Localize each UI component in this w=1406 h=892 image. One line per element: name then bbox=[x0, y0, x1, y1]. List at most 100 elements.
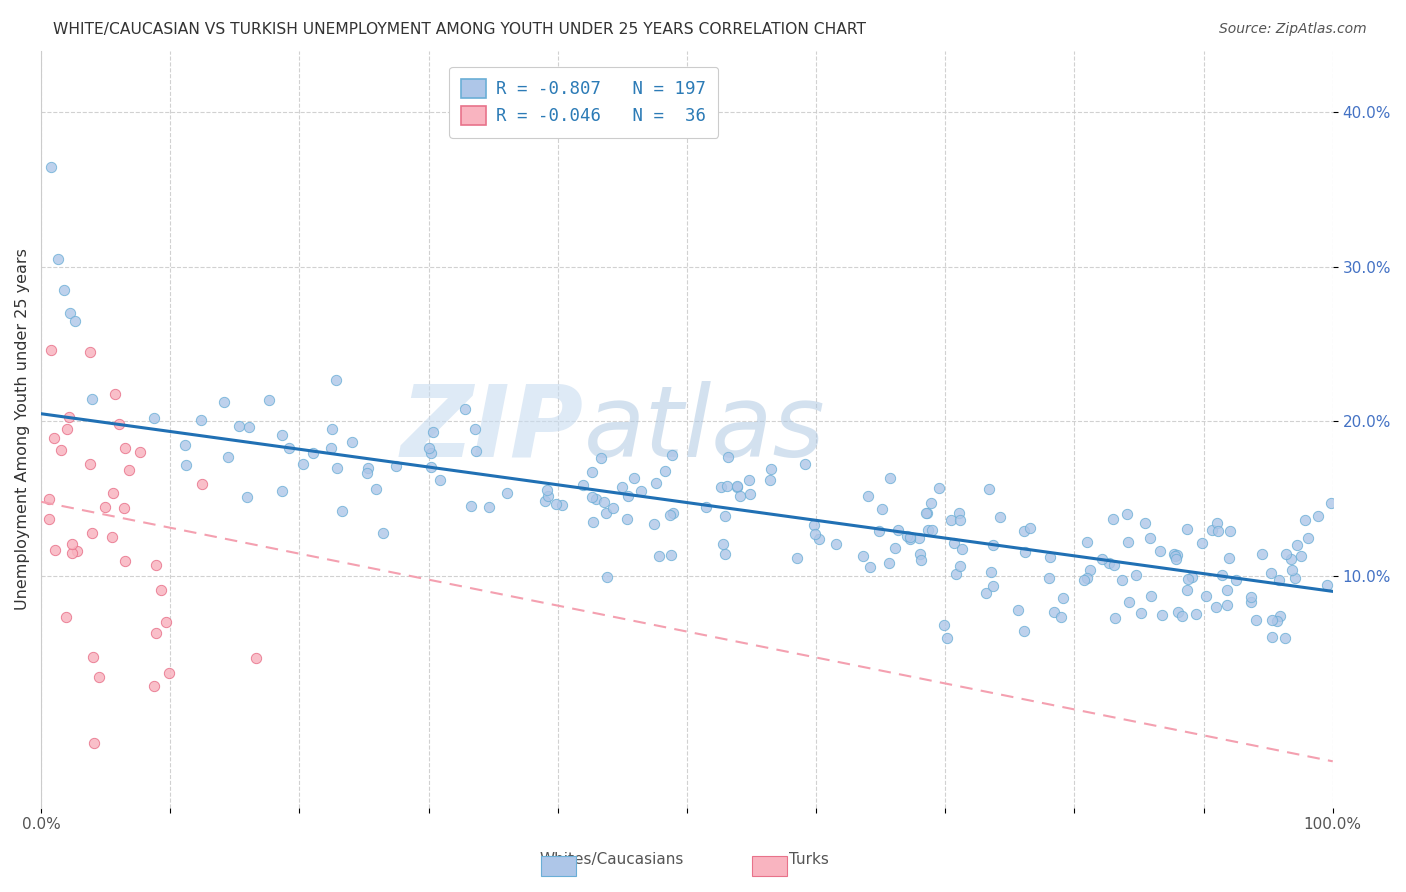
Point bbox=[877, 557, 900, 571]
Point bbox=[60, 537, 83, 551]
Point bbox=[1296, 531, 1319, 545]
Point bbox=[716, 478, 738, 492]
Point bbox=[537, 489, 560, 503]
Point bbox=[1181, 570, 1204, 584]
Point bbox=[464, 443, 486, 458]
Point bbox=[533, 494, 555, 508]
Point bbox=[340, 435, 363, 450]
Point bbox=[825, 537, 848, 551]
Point bbox=[908, 532, 931, 546]
Point bbox=[291, 458, 314, 472]
Point bbox=[1102, 558, 1125, 572]
Point bbox=[245, 650, 267, 665]
Point bbox=[948, 506, 970, 520]
Point bbox=[1320, 496, 1343, 510]
Point bbox=[1240, 590, 1263, 604]
Point bbox=[1216, 582, 1239, 597]
Point bbox=[145, 558, 167, 572]
Point bbox=[82, 392, 104, 407]
Point bbox=[1166, 548, 1188, 562]
Point bbox=[1206, 524, 1229, 538]
Text: Source: ZipAtlas.com: Source: ZipAtlas.com bbox=[1219, 22, 1367, 37]
Point bbox=[101, 486, 124, 500]
Point bbox=[1177, 572, 1199, 586]
Point bbox=[228, 418, 250, 433]
Point bbox=[536, 483, 558, 498]
Point bbox=[1038, 571, 1060, 585]
Point bbox=[58, 409, 80, 424]
Point bbox=[936, 631, 959, 645]
Point bbox=[145, 626, 167, 640]
Point bbox=[1261, 630, 1284, 644]
Point bbox=[917, 506, 939, 520]
Point bbox=[112, 500, 135, 515]
Point bbox=[38, 512, 60, 526]
Point bbox=[1073, 573, 1095, 587]
Point bbox=[979, 482, 1001, 496]
Point bbox=[585, 492, 607, 507]
Point bbox=[66, 544, 89, 558]
Point bbox=[1078, 563, 1101, 577]
Point bbox=[1286, 538, 1309, 552]
Point bbox=[217, 450, 239, 464]
Point bbox=[326, 461, 349, 475]
Point bbox=[1206, 516, 1229, 530]
Point bbox=[82, 525, 104, 540]
Point bbox=[794, 457, 817, 471]
Point bbox=[1118, 595, 1140, 609]
Point bbox=[659, 548, 682, 562]
Point bbox=[1191, 536, 1213, 550]
Point bbox=[460, 499, 482, 513]
Point bbox=[174, 458, 197, 473]
Point bbox=[859, 559, 882, 574]
Point bbox=[356, 466, 378, 480]
Point bbox=[1039, 549, 1062, 564]
Point bbox=[1091, 552, 1114, 566]
Point bbox=[49, 442, 72, 457]
Point bbox=[981, 538, 1004, 552]
Point bbox=[921, 523, 943, 537]
Point bbox=[725, 479, 748, 493]
Point bbox=[591, 450, 613, 465]
Point bbox=[943, 535, 966, 549]
Point bbox=[150, 583, 173, 598]
Legend: R = -0.807   N = 197, R = -0.046   N =  36: R = -0.807 N = 197, R = -0.046 N = 36 bbox=[449, 67, 718, 137]
Point bbox=[595, 506, 617, 520]
Point bbox=[1281, 563, 1303, 577]
Text: Turks: Turks bbox=[789, 852, 828, 867]
Point bbox=[371, 526, 394, 541]
Point bbox=[271, 484, 294, 499]
Point bbox=[1102, 512, 1125, 526]
Point bbox=[366, 482, 388, 496]
Point bbox=[551, 498, 574, 512]
Point bbox=[478, 500, 501, 515]
Point bbox=[898, 530, 921, 544]
Point bbox=[1251, 547, 1274, 561]
Point bbox=[1261, 613, 1284, 627]
Point bbox=[1014, 545, 1036, 559]
Point bbox=[949, 559, 972, 574]
Point bbox=[572, 478, 595, 492]
Point bbox=[725, 480, 748, 494]
Point bbox=[1211, 568, 1233, 582]
Point bbox=[695, 500, 717, 515]
Point bbox=[738, 473, 761, 487]
Point bbox=[908, 547, 931, 561]
Point bbox=[1125, 567, 1147, 582]
Point bbox=[717, 450, 740, 464]
Point bbox=[803, 517, 825, 532]
Point bbox=[330, 504, 353, 518]
Point bbox=[104, 386, 127, 401]
Point bbox=[1268, 608, 1291, 623]
Point bbox=[1306, 508, 1329, 523]
Point bbox=[932, 617, 955, 632]
Point bbox=[710, 480, 733, 494]
Point bbox=[1111, 573, 1133, 587]
Point bbox=[1218, 551, 1240, 566]
Point bbox=[1274, 631, 1296, 645]
Point bbox=[257, 392, 280, 407]
Point bbox=[582, 515, 605, 529]
Point bbox=[887, 523, 910, 537]
Point bbox=[643, 516, 665, 531]
Point bbox=[107, 417, 129, 431]
